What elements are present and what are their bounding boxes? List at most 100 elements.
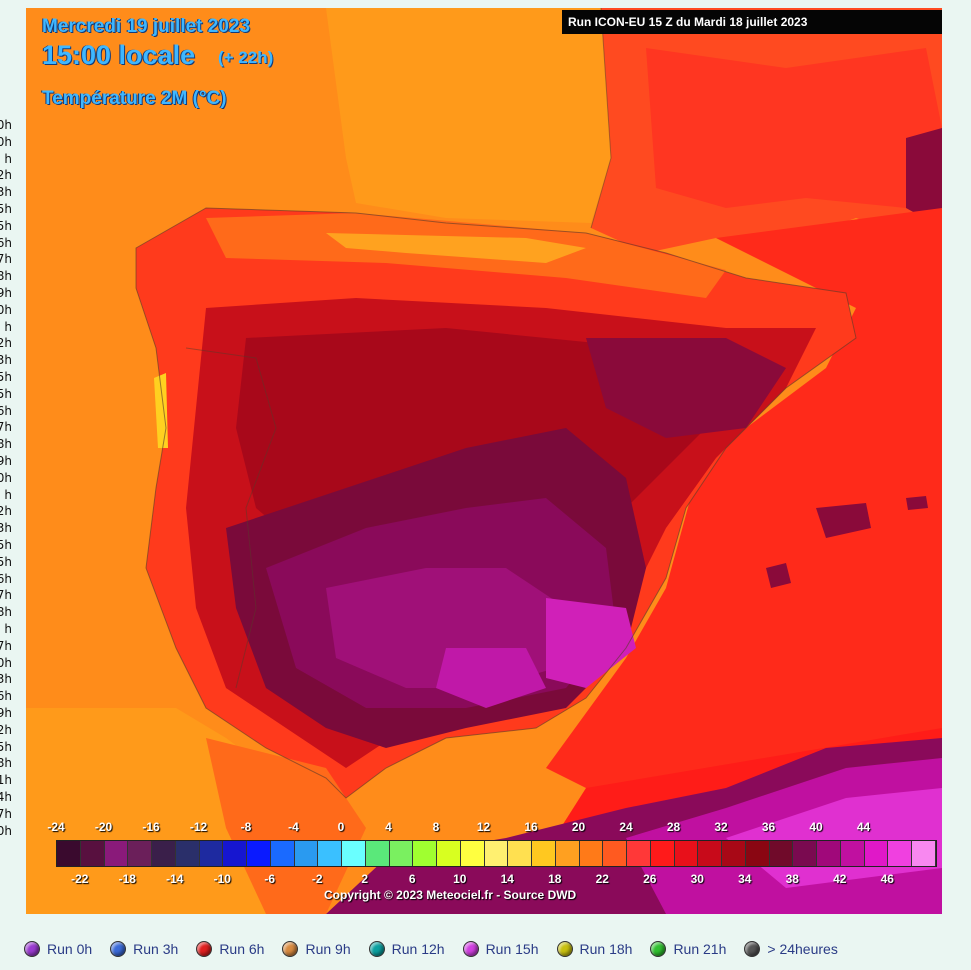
forecast-hour-link[interactable]: 9h [0, 706, 12, 720]
legend-swatch [484, 841, 509, 866]
forecast-hour-link[interactable]: 6h [0, 571, 12, 586]
legend-swatch [294, 841, 319, 866]
legend-tick-label: 0 [337, 820, 345, 834]
legend-tick-label: -2 [311, 872, 323, 886]
legend-swatch [199, 841, 224, 866]
forecast-hour-link[interactable]: h [4, 487, 12, 502]
forecast-hour-link[interactable]: 8h [0, 269, 12, 284]
forecast-hour-link[interactable]: 20h [0, 823, 12, 838]
forecast-hour-link[interactable]: 05h [0, 739, 12, 754]
legend-tick-label: -24 [47, 820, 65, 834]
forecast-hour-link[interactable]: 0h [0, 118, 12, 132]
run-label: Run 21h [673, 941, 727, 957]
forecast-hour-link[interactable]: 7h [0, 252, 12, 267]
forecast-hour-link[interactable]: 3h [0, 672, 12, 687]
forecast-hour-link[interactable]: 5h [0, 202, 12, 216]
forecast-hour-link[interactable]: 0h [0, 655, 12, 670]
temperature-map: Mercredi 19 juillet 2023 15:00 locale (+… [26, 8, 942, 914]
run-dot-icon [196, 941, 213, 957]
forecast-hour-link[interactable]: 7h [0, 806, 12, 821]
legend-tick-label: 24 [619, 820, 633, 834]
run-label: Run 9h [305, 941, 351, 957]
forecast-hour-link[interactable]: 3h [0, 353, 12, 368]
run-link[interactable]: Run 3h [110, 938, 178, 960]
forecast-hour-link[interactable]: 9h [0, 286, 12, 300]
legend-tick-label: 46 [880, 872, 894, 886]
forecast-hour-link[interactable]: 9h [0, 454, 12, 468]
forecast-hour-link[interactable]: 8h [0, 437, 12, 452]
forecast-hour-link[interactable]: 6h [0, 403, 12, 418]
legend-swatch [152, 841, 176, 866]
legend-swatch [318, 841, 342, 866]
legend-swatch [603, 841, 627, 866]
run-label: Run 18h [579, 941, 633, 957]
forecast-hour-link[interactable]: 2h [0, 336, 12, 351]
legend-swatch [650, 841, 675, 866]
forecast-time: 15:00 locale [42, 40, 196, 70]
iberia-temperature-field [26, 8, 942, 914]
legend-swatch [460, 841, 485, 866]
legend-swatch [437, 841, 461, 866]
forecast-hour-link[interactable]: 5h [0, 554, 12, 569]
legend-swatch [769, 841, 794, 866]
forecast-hour-link[interactable]: 5h [0, 538, 12, 552]
legend-swatch [840, 841, 865, 866]
legend-tick-label: 2 [361, 872, 369, 886]
forecast-hour-link[interactable]: 7h [0, 638, 12, 653]
forecast-hour-link[interactable]: 2h [0, 168, 12, 183]
forecast-hour-link[interactable]: 3h [0, 185, 12, 200]
run-label: Run 12h [391, 941, 445, 957]
forecast-hour-link[interactable]: 8h [0, 605, 12, 620]
run-label: Run 0h [47, 941, 93, 957]
forecast-hour-link[interactable]: 0h [0, 302, 12, 317]
run-link[interactable]: > 24heures [744, 938, 838, 960]
run-link[interactable]: Run 15h [462, 938, 539, 960]
legend-swatch [817, 841, 841, 866]
forecast-hour-link[interactable]: 1h [0, 773, 12, 788]
run-label: Run 3h [133, 941, 179, 957]
forecast-hour-link[interactable]: 0h [0, 470, 12, 485]
forecast-hour-link[interactable]: 7h [0, 588, 12, 603]
legend-tick-label: 6 [408, 872, 416, 886]
run-link[interactable]: Run 21h [650, 938, 726, 960]
forecast-hour-list[interactable]: 0h 0h h 2h 3h 5h 5h 6h 7h 8h 9h 0h h 2h 3h 5h 5h 6h 7h 8h 9h… [0, 0, 24, 860]
legend-swatch [80, 841, 105, 866]
forecast-hour-link[interactable]: 6h [0, 689, 12, 704]
run-link[interactable]: Run 12h [368, 938, 445, 960]
forecast-hour-link[interactable]: h [4, 319, 12, 334]
legend-tick-label: -6 [264, 872, 276, 886]
color-legend: -24 -20 -16 -12 -8 -4 0 4 8 12 16 20 24 28 32 36 40 44 -2… [47, 820, 937, 904]
forecast-hour-link[interactable]: 6h [0, 235, 12, 250]
legend-tick-label: 22 [595, 872, 609, 886]
forecast-hour-link[interactable]: 5h [0, 218, 12, 233]
forecast-hour-link[interactable]: 0h [0, 134, 12, 149]
run-link[interactable]: Run 6h [196, 938, 264, 960]
run-dot-icon [744, 941, 761, 957]
legend-tick-label: -18 [118, 872, 136, 886]
forecast-hour-link[interactable]: 5h [0, 386, 12, 401]
run-dot-icon [282, 941, 299, 957]
forecast-hour-link[interactable]: h [4, 622, 12, 636]
legend-tick-label: -22 [71, 872, 89, 886]
run-link[interactable]: Run 9h [282, 938, 351, 960]
legend-swatch [57, 841, 81, 866]
forecast-hour-link[interactable]: 2h [0, 504, 12, 519]
forecast-hour-link[interactable]: 7h [0, 420, 12, 435]
run-link[interactable]: Run 18h [556, 938, 633, 960]
legend-tick-label: 12 [476, 820, 491, 834]
forecast-hour-link[interactable]: 02h [0, 722, 12, 737]
forecast-hour-link[interactable]: 5h [0, 370, 12, 384]
forecast-hour-link[interactable]: 3h [0, 521, 12, 536]
legend-swatch [864, 841, 889, 866]
legend-tick-label: 4 [385, 820, 392, 834]
forecast-hour-link[interactable]: h [4, 151, 12, 166]
run-dot-icon [24, 941, 40, 957]
run-banner: Run ICON-EU 15 Z du Mardi 18 juillet 202… [562, 10, 942, 34]
legend-swatch [912, 841, 936, 866]
forecast-hour-link[interactable]: 4h [0, 790, 12, 804]
legend-tick-label: 44 [856, 820, 871, 834]
legend-swatch [579, 841, 604, 866]
forecast-offset: (+ 22h) [218, 48, 274, 67]
forecast-hour-link[interactable]: 08h [0, 756, 12, 771]
run-link[interactable]: Run 0h [24, 938, 92, 960]
